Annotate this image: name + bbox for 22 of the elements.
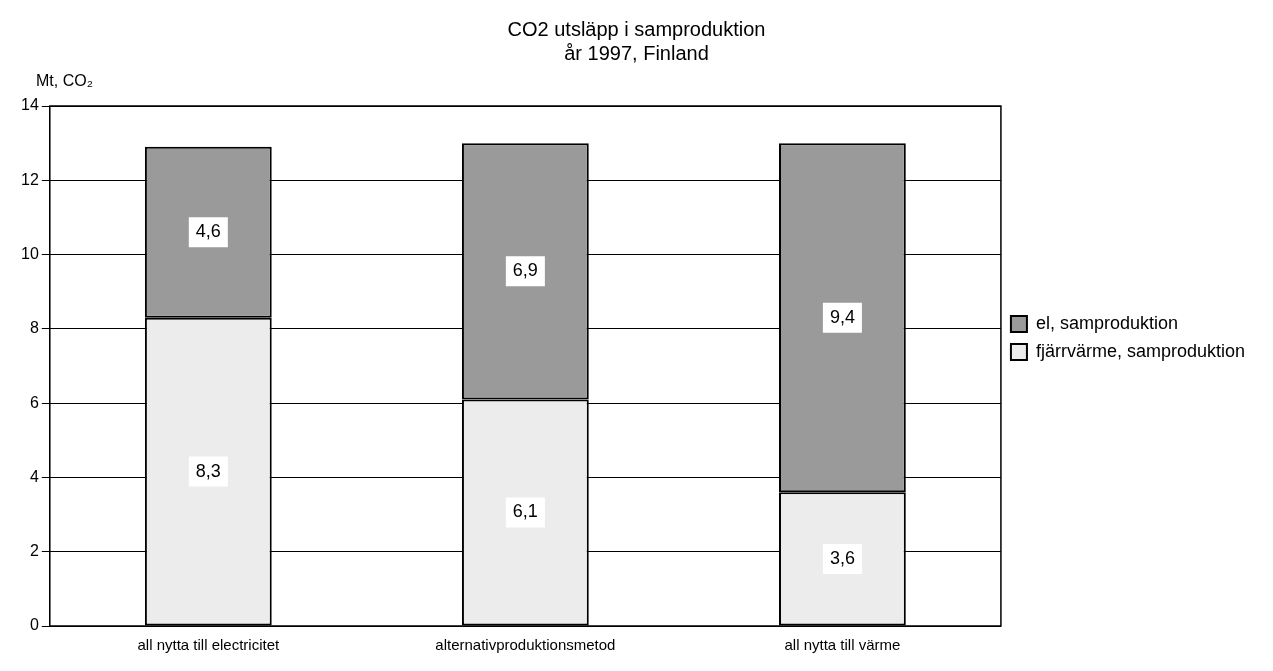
legend-label: el, samproduktion <box>1035 312 1178 333</box>
data-label: 6,9 <box>512 260 538 281</box>
chart-subtitle: år 1997, Finland <box>564 41 709 64</box>
legend-label: fjärrvärme, samproduktion <box>1035 340 1245 361</box>
data-label: 6,1 <box>512 501 538 522</box>
y-tick-label: 4 <box>29 467 39 485</box>
y-tick-label: 14 <box>21 96 39 114</box>
y-tick-label: 0 <box>29 616 39 634</box>
y-tick-label: 8 <box>29 319 39 337</box>
data-label: 3,6 <box>829 547 855 568</box>
y-axis-title: Mt, CO₂ <box>36 72 93 90</box>
y-tick-label: 10 <box>21 244 39 262</box>
data-label: 4,6 <box>195 221 221 242</box>
x-tick-label: all nytta till värme <box>784 636 901 654</box>
x-tick-label: all nytta till electricitet <box>137 636 281 654</box>
y-tick-label: 6 <box>29 393 39 411</box>
y-tick-label: 2 <box>29 542 39 560</box>
data-label: 8,3 <box>195 460 221 481</box>
chart-title: CO2 utsläpp i samproduktion <box>507 17 766 40</box>
y-tick-label: 12 <box>21 170 39 188</box>
data-label: 9,4 <box>829 306 855 327</box>
x-tick-label: alternativproduktionsmetod <box>435 636 616 654</box>
